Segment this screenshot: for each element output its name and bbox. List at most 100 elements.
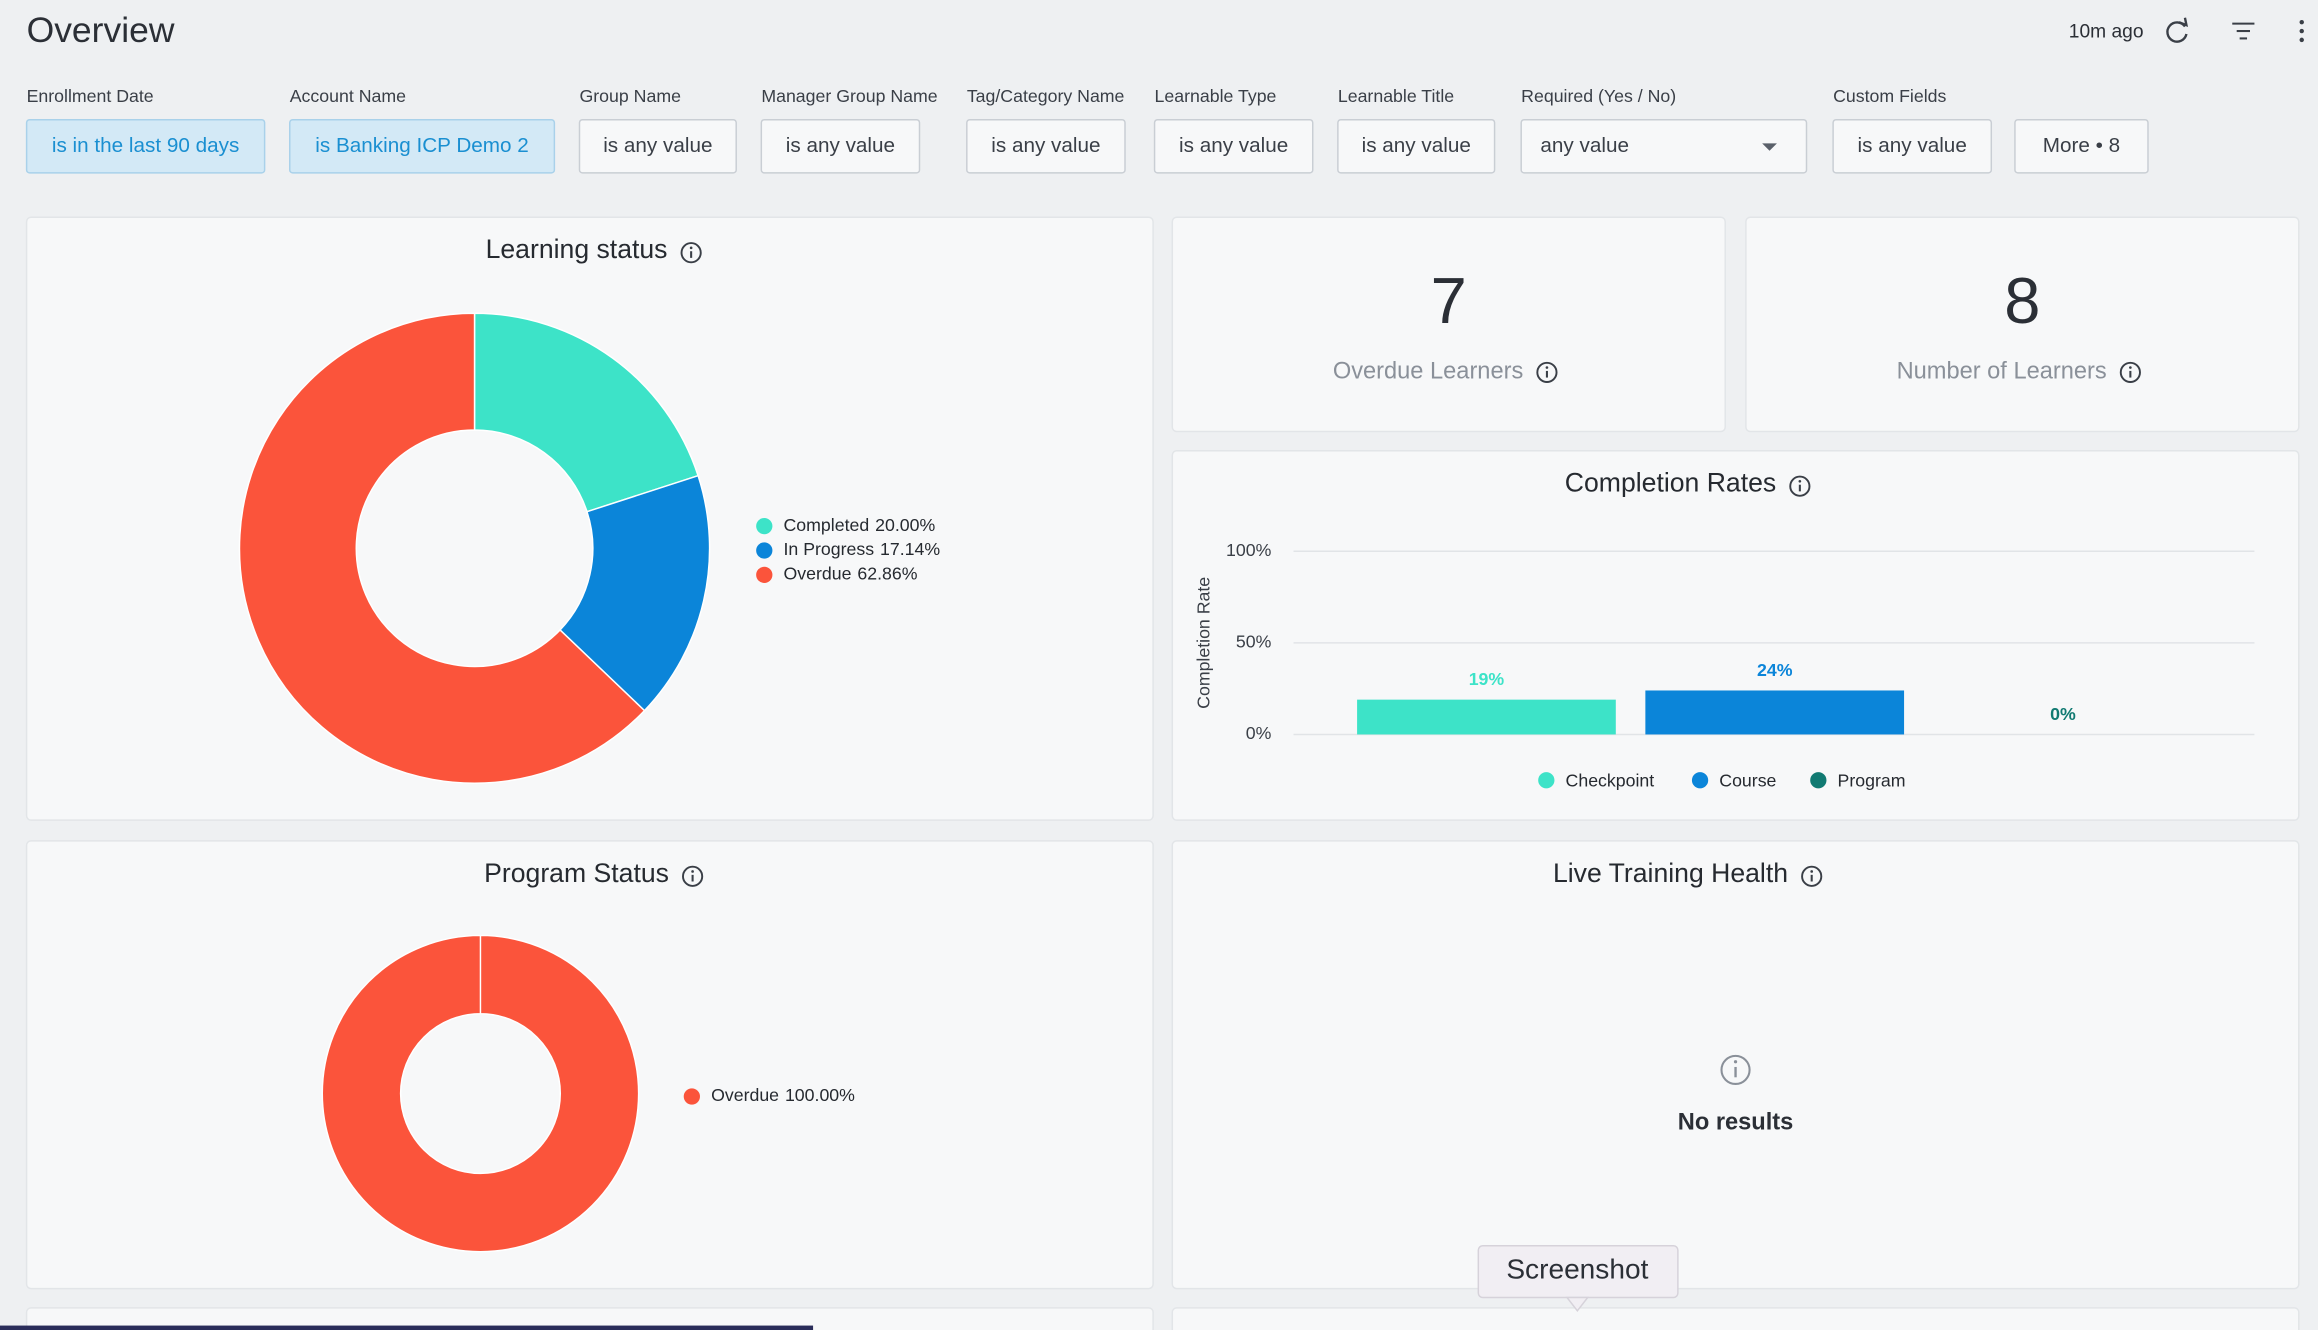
legend-label: Overdue [784,564,852,584]
filter-box[interactable] [1153,118,1314,174]
chart-title: Learning status [486,234,668,264]
legend-label: Overdue [711,1085,779,1105]
filter-value: is in the last 90 days [52,134,239,157]
legend-swatch [1538,772,1555,789]
filter-value: is any value [991,134,1100,157]
empty-message: No results [1678,1109,1794,1135]
legend-swatch [756,517,773,535]
progress-bar [0,1325,814,1330]
bar [1357,699,1616,735]
chart-title: Program Status [484,858,669,888]
filter-box[interactable] [966,118,1126,174]
info-icon-dot [689,246,693,250]
legend-swatch [1691,772,1709,789]
legend-label: In Progress [784,539,875,559]
info-icon[interactable] [1801,865,1823,887]
filter-value: is any value [786,134,895,157]
last-updated: 10m ago [2069,22,2144,43]
filter-value: is any value [1362,134,1471,157]
filter-label: Account Name [290,86,406,106]
legend-swatch [1810,772,1827,789]
pie-slice [238,312,646,784]
value-label: 0% [2050,704,2076,724]
legend-swatch [756,566,773,583]
charts: 7 Overdue Learners 8 Number of Learners Lear… [238,234,2255,1253]
info-icon-dot [1798,479,1802,483]
tooltip-text: Screenshot [1506,1253,1648,1284]
filter-value: any value [1540,134,1629,157]
legend-value: 20.00% [875,515,935,535]
info-icon-dot [1545,366,1549,369]
dropdown-arrow [1762,143,1777,151]
info-icon[interactable] [680,242,702,264]
tile-value: 8 [2004,264,2040,337]
filter-label: Learnable Type [1155,86,1277,106]
menu-icon[interactable] [2299,19,2304,43]
filter-label: Manager Group Name [761,86,937,106]
legend-label: Course [1719,770,1776,790]
pie-slice [473,312,700,513]
filter-box[interactable] [25,118,266,174]
empty-icon [1720,1054,1751,1085]
legend-label: Checkpoint [1566,770,1655,790]
legend-swatch [756,542,773,559]
legend-label: Program [1838,770,1906,790]
filter-value: is any value [1858,134,1967,157]
y-tick-label: 50% [1236,632,1272,652]
filter-label: Learnable Title [1338,86,1454,106]
more-text: More • 8 [2043,134,2120,157]
page-title: Overview [27,10,175,50]
legend-value: 100.00% [785,1085,855,1105]
filter-box[interactable] [1832,118,1993,174]
filter-box[interactable] [760,118,921,174]
pie-slice [321,934,640,1253]
legend-value: 62.86% [857,564,917,584]
info-icon[interactable] [1536,361,1558,383]
next-card [25,1307,1154,1330]
learners-tile [1745,216,2300,433]
filter-label: Group Name [579,86,681,106]
filter-value: is any value [1179,134,1288,157]
filter-icon[interactable] [2232,22,2255,40]
filter-value: is Banking ICP Demo 2 [315,134,529,157]
info-icon-dot [1810,870,1814,873]
info-icon[interactable] [2119,361,2141,383]
chart-title: Live Training Health [1553,858,1788,888]
legend-swatch [683,1088,700,1105]
tile-label: Number of Learners [1897,359,2107,385]
y-tick-label: 0% [1246,723,1272,743]
value-label: 19% [1469,669,1505,689]
info-icon-dot [691,870,694,873]
live-training-card [1171,840,2300,1290]
info-icon[interactable] [1789,475,1811,497]
filter-box[interactable] [1337,118,1496,174]
more-button[interactable] [2014,118,2149,174]
overdue-tile [1171,216,1726,433]
tile-label: Overdue Learners [1333,359,1523,385]
completion-card [1171,449,2300,821]
legend-value: 17.14% [880,539,940,559]
filter-label: Enrollment Date [27,86,154,106]
filter-box[interactable] [578,118,737,174]
info-icon-dot [2129,366,2132,369]
value-label: 24% [1757,660,1793,680]
chart-title: Completion Rates [1565,468,1776,498]
info-icon[interactable] [682,865,704,887]
tile-value: 7 [1431,264,1467,337]
refresh-icon[interactable] [2166,17,2189,43]
bar [1645,690,1905,735]
filter-label: Tag/Category Name [967,86,1125,106]
tooltip: Screenshot [1477,1245,1679,1312]
filter-box[interactable] [1520,118,1808,174]
y-tick-label: 100% [1226,540,1272,560]
filter-label: Required (Yes / No) [1521,86,1676,106]
next-card [1171,1307,2300,1330]
filter-value: is any value [603,134,712,157]
legend-label: Completed [784,515,870,535]
filter-bar: Enrollment Date is in the last 90 days Acc… [25,86,2149,174]
filter-box[interactable] [289,118,556,174]
y-axis-label: Completion Rate [1194,577,1214,709]
filter-label: Custom Fields [1833,86,1946,106]
